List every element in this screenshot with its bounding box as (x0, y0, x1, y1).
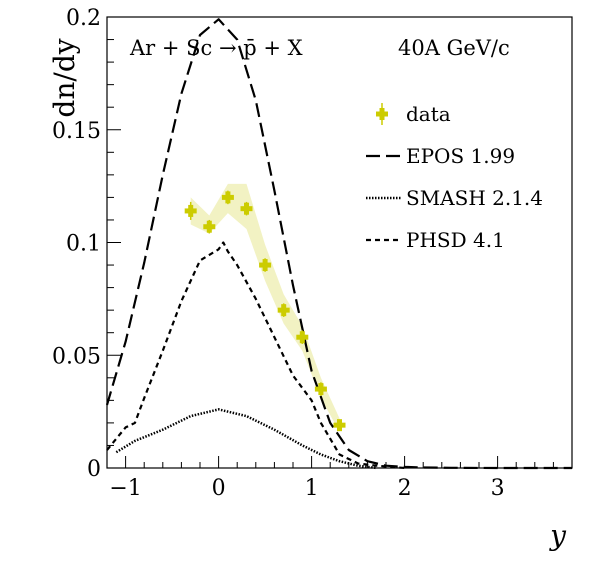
x-tick-label: −1 (109, 476, 141, 501)
legend-entry: PHSD 4.1 (366, 228, 505, 252)
legend-label: EPOS 1.99 (406, 144, 515, 168)
axes: −1 0 1 2 3 0 0.05 0.1 0.15 0.2 (52, 6, 573, 501)
legend-entry: data (376, 102, 451, 126)
plot-area (105, 18, 572, 470)
legend-label: PHSD 4.1 (406, 228, 505, 252)
energy-annotation: 40A GeV/c (398, 36, 510, 60)
legend-entry: SMASH 2.1.4 (366, 186, 543, 210)
data-point (203, 219, 216, 234)
y-tick-label: 0 (87, 457, 101, 482)
x-tick-label: 1 (305, 476, 319, 501)
phsd-4-1-curve (106, 241, 405, 470)
reaction-annotation: Ar + Sc → p̄ + X (129, 36, 303, 60)
y-tick-label: 0.1 (66, 232, 101, 257)
data-point (240, 201, 253, 216)
legend: data EPOS 1.99 SMASH 2.1.4 PHSD 4.1 (366, 102, 543, 252)
data-point (296, 330, 309, 344)
data-point (333, 419, 346, 432)
y-tick-label: 0.05 (52, 344, 101, 369)
data-point (314, 382, 327, 396)
smash-2-1-4-curve (115, 408, 377, 470)
legend-entry: EPOS 1.99 (366, 144, 515, 168)
data-point (221, 190, 234, 205)
data-point (277, 303, 290, 317)
y-tick-label: 0.2 (66, 6, 101, 31)
x-axis-label: y (548, 519, 567, 552)
y-tick-label: 0.15 (52, 119, 101, 144)
data-point (259, 258, 272, 272)
x-tick-label: 0 (212, 476, 226, 501)
legend-label: data (406, 102, 451, 126)
epos-1-99-curve (105, 18, 572, 470)
y-axis-label: dn/dy (48, 38, 81, 117)
legend-label: SMASH 2.1.4 (406, 186, 543, 210)
x-tick-label: 2 (398, 476, 412, 501)
data-point (184, 201, 197, 220)
x-tick-label: 3 (491, 476, 505, 501)
